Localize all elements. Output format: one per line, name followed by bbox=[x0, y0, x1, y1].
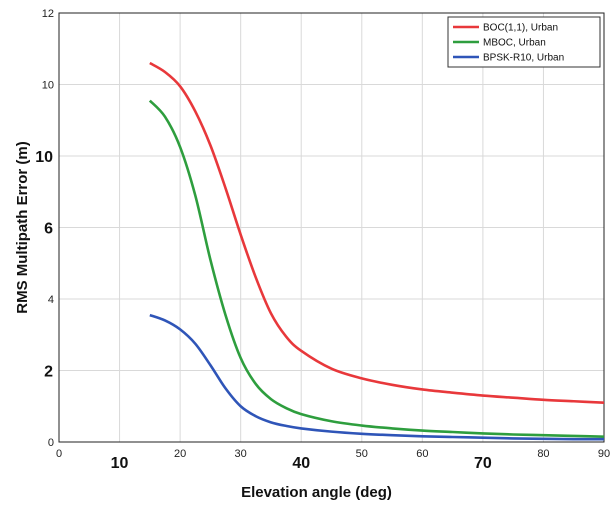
y-tick-label: 6 bbox=[44, 221, 53, 238]
y-tick-labels: 0 4 10 12 2 6 10 bbox=[35, 8, 54, 449]
x-tick-label: 90 bbox=[598, 448, 610, 460]
series-line-boc-1-1-urban bbox=[149, 61, 605, 404]
x-tick-label: 20 bbox=[174, 448, 186, 460]
y-tick-label: 10 bbox=[35, 149, 53, 166]
legend-entry: BOC(1,1), Urban bbox=[483, 23, 558, 34]
legend-entry: BPSK-R10, Urban bbox=[483, 53, 564, 64]
series-line-mboc-urban bbox=[148, 99, 605, 438]
legend-entry: MBOC, Urban bbox=[483, 38, 546, 49]
x-tick-label: 10 bbox=[111, 455, 129, 472]
x-tick-label: 40 bbox=[292, 455, 310, 472]
x-tick-label: 70 bbox=[474, 455, 492, 472]
plot-frame bbox=[58, 12, 605, 443]
x-tick-labels: 0 20 30 50 60 80 90 10 40 70 bbox=[56, 448, 610, 472]
x-tick-label: 0 bbox=[56, 448, 62, 460]
x-tick-label: 60 bbox=[416, 448, 428, 460]
x-tick-label: 30 bbox=[235, 448, 247, 460]
legend: BOC(1,1), Urban MBOC, Urban BPSK-R10, Urba… bbox=[447, 16, 601, 68]
y-tick-label: 12 bbox=[42, 8, 54, 20]
y-axis-label: RMS Multipath Error (m) bbox=[14, 141, 31, 314]
x-tick-label: 50 bbox=[356, 448, 368, 460]
y-tick-label: 0 bbox=[48, 437, 54, 449]
y-tick-label: 10 bbox=[42, 80, 54, 92]
y-tick-label: 2 bbox=[44, 364, 53, 381]
series-line-bpsk-r10-urban bbox=[149, 313, 605, 441]
series-lines bbox=[148, 61, 605, 441]
x-tick-label: 80 bbox=[537, 448, 549, 460]
y-tick-label: 4 bbox=[48, 294, 54, 306]
x-axis-label: Elevation angle (deg) bbox=[241, 484, 392, 501]
grid-lines bbox=[59, 13, 604, 442]
